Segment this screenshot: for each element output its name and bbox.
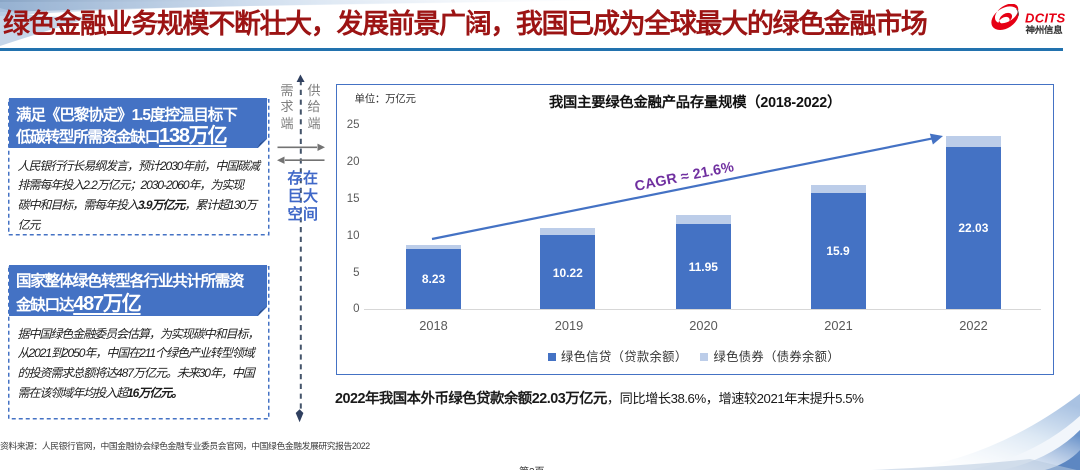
- svg-text:DCITS: DCITS: [1025, 11, 1066, 26]
- svg-text:神州信息: 神州信息: [1026, 25, 1064, 35]
